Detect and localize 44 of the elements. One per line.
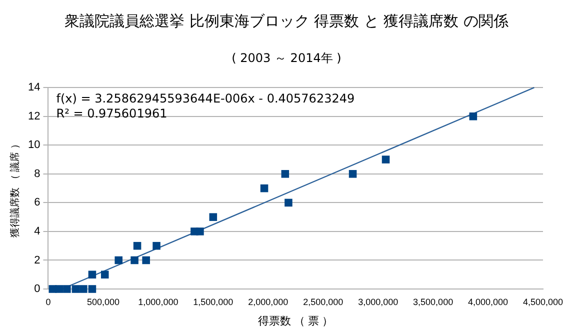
point (55, 285, 64, 293)
point (152, 242, 160, 250)
point (209, 213, 218, 221)
annotation: f(x) = 3.25862945593644E-006x - 0.4057623249 (56, 92, 355, 106)
point (196, 228, 204, 236)
y-axis-title: 獲得議席数 （ 議席 ） (8, 139, 21, 238)
y-tick-label: 6 (34, 196, 40, 209)
chart-subtitle: ( 2003 ～ 2014年 ) (230, 50, 342, 67)
point (100, 270, 109, 279)
point (88, 270, 96, 279)
x-tick-label: 3,500,000 (413, 296, 454, 307)
point (114, 256, 122, 264)
x-tick-label: 4,000,000 (468, 296, 508, 307)
y-tick-label: 12 (28, 110, 40, 122)
x-tick-label: 2,500,000 (303, 296, 344, 307)
x-tick-label: 1,500,000 (193, 296, 234, 307)
x-tick-label: 3,000,000 (358, 296, 398, 307)
x-tick-label: 4,500,000 (522, 296, 564, 307)
y-tick-label: 8 (34, 168, 40, 180)
x-tick-label: 500,000 (86, 296, 120, 307)
point (281, 170, 290, 178)
x-tick-label: 0 (46, 296, 51, 307)
point (133, 242, 142, 250)
y-tick-label: 4 (34, 225, 40, 238)
y-tick-label: 14 (28, 82, 40, 94)
chart-title: 衆議院議員総選挙 比例東海ブロック 得票数 と 獲得議席数 の関係 (64, 12, 510, 31)
point (80, 285, 88, 293)
point (88, 285, 96, 293)
y-tick-label: 10 (28, 139, 40, 152)
point (348, 170, 357, 178)
point (284, 198, 292, 207)
y-tick-label: 2 (34, 254, 40, 266)
point (469, 112, 478, 120)
point (72, 285, 80, 293)
x-axis-title: 得票数 （ 票 ） (258, 315, 334, 328)
point (382, 156, 390, 164)
point (63, 285, 71, 293)
y-tick-label: 0 (34, 283, 40, 296)
annotation: R² = 0.975601961 (56, 106, 168, 121)
x-tick-label: 1,000,000 (138, 296, 178, 307)
point (142, 256, 150, 264)
x-tick-label: 2,000,000 (248, 296, 288, 307)
point (260, 184, 268, 192)
point (130, 256, 138, 264)
